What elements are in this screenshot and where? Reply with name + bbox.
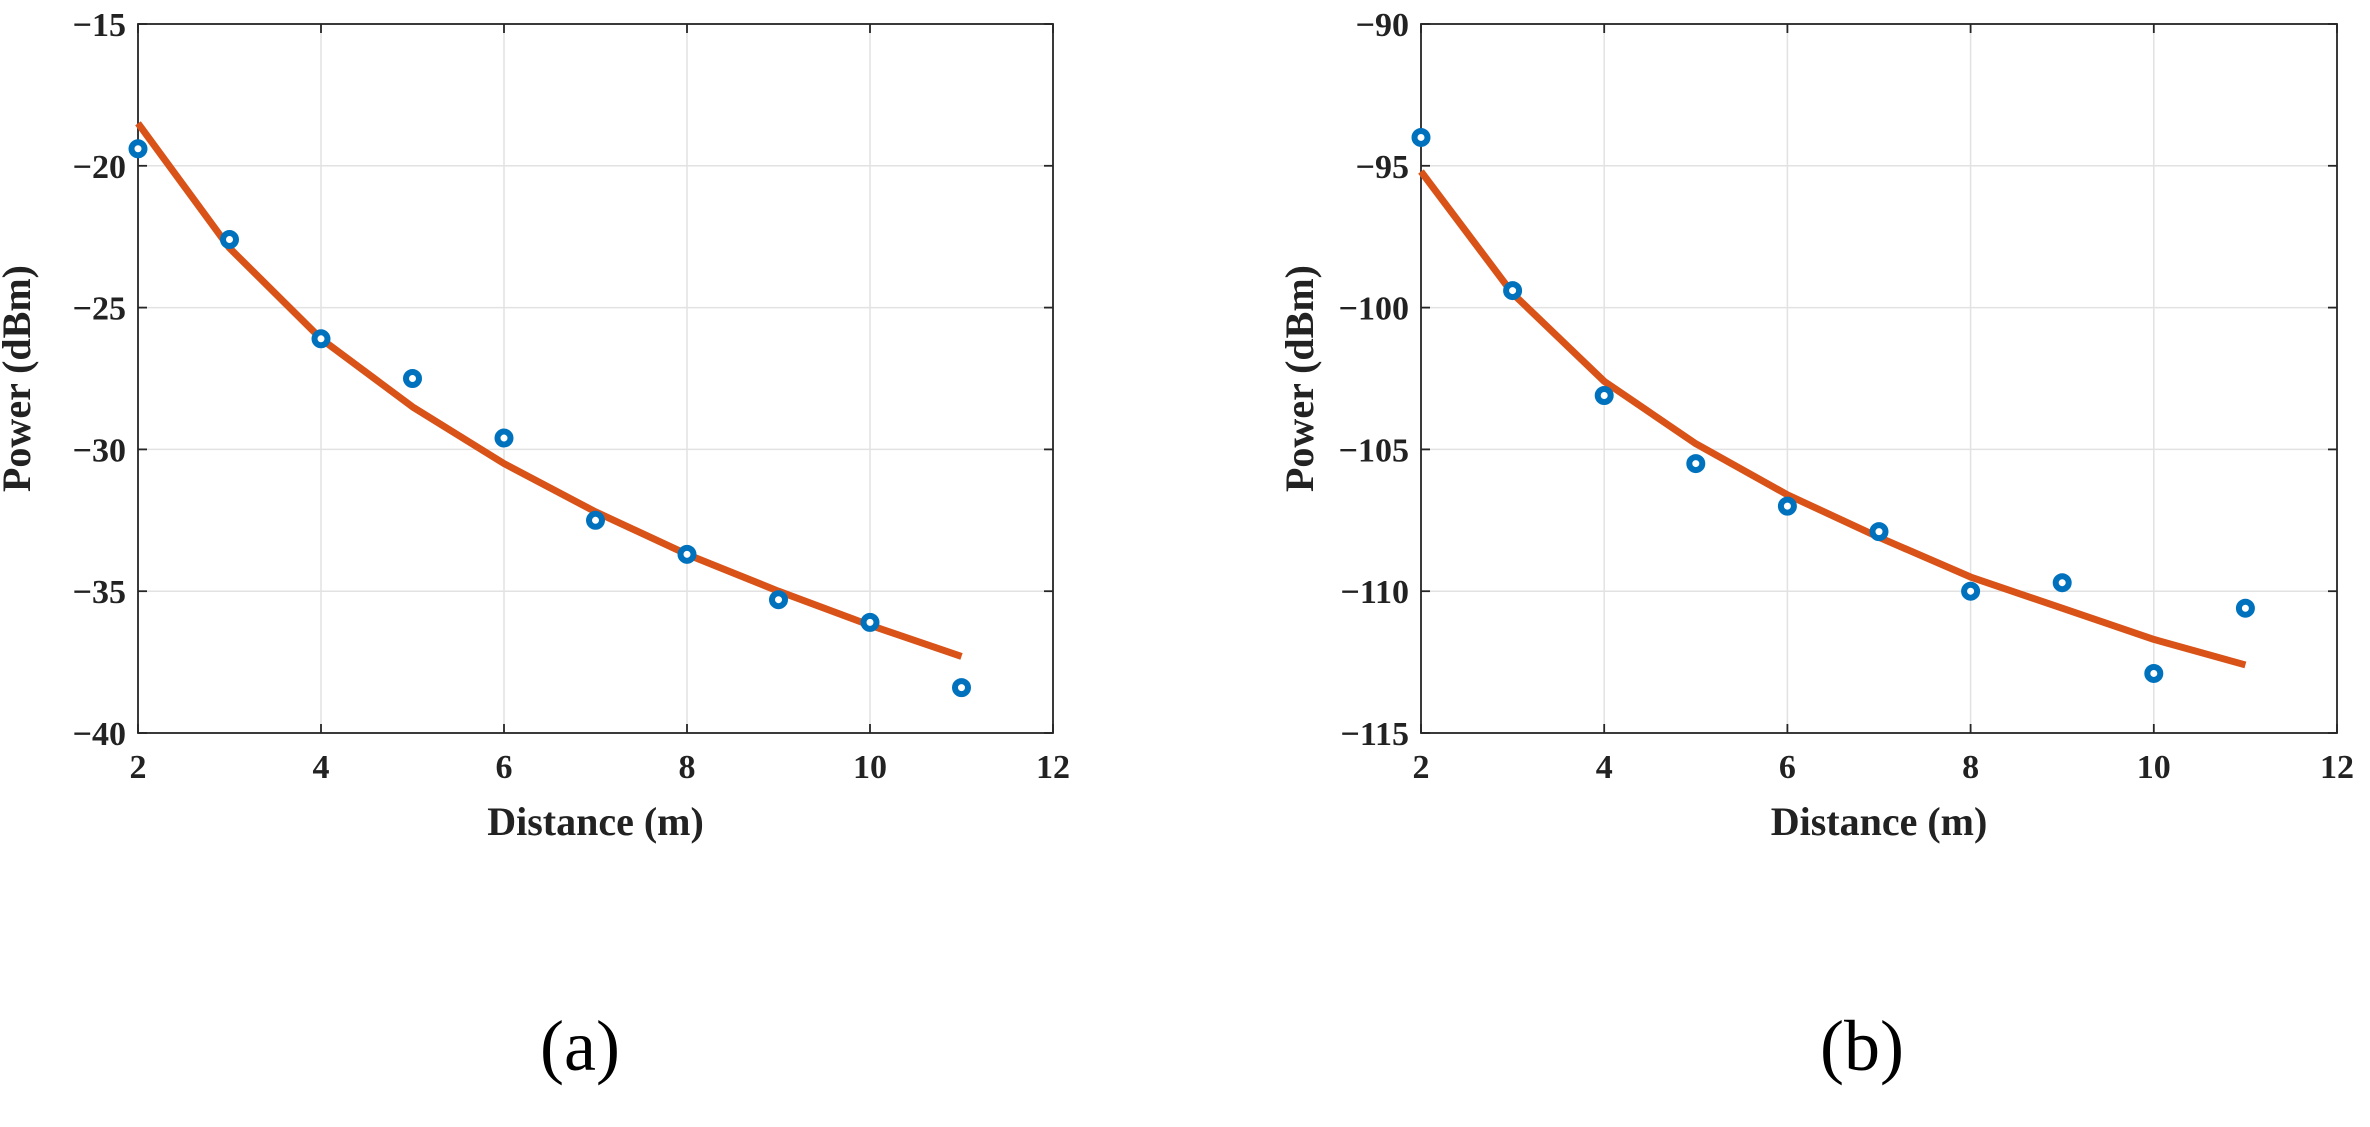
chart-b-data-point — [2235, 598, 2255, 618]
chart-a-x-tick-label: 2 — [130, 749, 147, 786]
chart-a-panel-label: (a) — [540, 1006, 620, 1086]
chart-a-data-point — [403, 369, 422, 388]
chart-a-axes-box — [137, 23, 1054, 734]
chart-b-x-tick-label: 10 — [2137, 749, 2171, 786]
chart-a-x-tick-label: 8 — [679, 749, 696, 786]
chart-b-x-tick-label: 6 — [1779, 749, 1796, 786]
chart-b-y-tick-label: −95 — [1356, 149, 1409, 186]
chart-a-data-point — [586, 510, 605, 530]
chart-b-data-point — [1503, 281, 1523, 301]
chart-a-y-tick-label: −40 — [73, 716, 126, 753]
chart-a-data-point — [677, 544, 697, 564]
chart-a-y-tick-label: −30 — [73, 432, 126, 469]
chart-b-data-point — [2052, 573, 2072, 593]
chart-a-fit-curve — [135, 121, 963, 660]
chart-a-y-tick-label: −35 — [73, 574, 126, 611]
chart-b-x-tick-label: 8 — [1962, 749, 1979, 786]
chart-a-data-point — [311, 329, 331, 349]
chart-b: 2 4 6 8 10 12 −115 −110 −105 −100 −95 −90 Distance (… — [1277, 7, 2354, 1086]
chart-a-x-tick-label: 10 — [853, 749, 887, 786]
chart-b-y-tick-label: −105 — [1339, 432, 1409, 469]
chart-a-y-tick-label: −15 — [73, 7, 126, 44]
chart-b-y-tick-label: −115 — [1341, 716, 1410, 753]
chart-b-data-point — [2144, 663, 2164, 683]
chart-b-data-point — [1777, 496, 1797, 516]
chart-b-y-axis-label: Power (dBm) — [1277, 265, 1322, 492]
chart-b-data-point — [1411, 127, 1431, 147]
chart-a-data-point — [494, 428, 514, 448]
chart-b-x-axis-label: Distance (m) — [1771, 799, 1988, 844]
chart-b-x-tick-label: 2 — [1413, 749, 1430, 786]
chart-a-y-tick-label: −20 — [73, 149, 126, 186]
chart-a-data-point — [860, 612, 880, 632]
chart-b-y-tick-label: −90 — [1356, 7, 1409, 44]
chart-a-data-point — [220, 230, 239, 250]
chart-b-data-point — [1869, 522, 1889, 542]
chart-b-data-point — [1961, 581, 1981, 601]
chart-a-x-axis-label: Distance (m) — [487, 799, 704, 844]
chart-b-fit-curve — [1418, 169, 2247, 669]
chart-a-data-point — [769, 590, 788, 610]
chart-a-x-tick-label: 4 — [313, 749, 330, 786]
chart-b-data-point — [1686, 454, 1706, 474]
chart-a-data-point — [952, 678, 971, 698]
chart-a-x-tick-label: 12 — [1036, 749, 1070, 786]
chart-b-data-point — [1594, 386, 1614, 406]
chart-b-y-tick-label: −110 — [1341, 574, 1410, 611]
chart-b-y-tick-label: −100 — [1339, 291, 1409, 328]
chart-b-axes-box — [1420, 23, 2338, 734]
chart-b-x-tick-label: 12 — [2320, 749, 2354, 786]
chart-a-x-tick-label: 6 — [496, 749, 513, 786]
chart-a-y-axis-label: Power (dBm) — [0, 265, 39, 492]
chart-a: 2 4 6 8 10 12 −40 −35 −30 −25 −20 −15 Distance (m) Po… — [0, 7, 1070, 1086]
chart-b-x-tick-label: 4 — [1596, 749, 1613, 786]
chart-a-y-tick-label: −25 — [73, 291, 126, 328]
chart-a-data-point — [128, 139, 148, 159]
chart-b-panel-label: (b) — [1820, 1006, 1904, 1086]
